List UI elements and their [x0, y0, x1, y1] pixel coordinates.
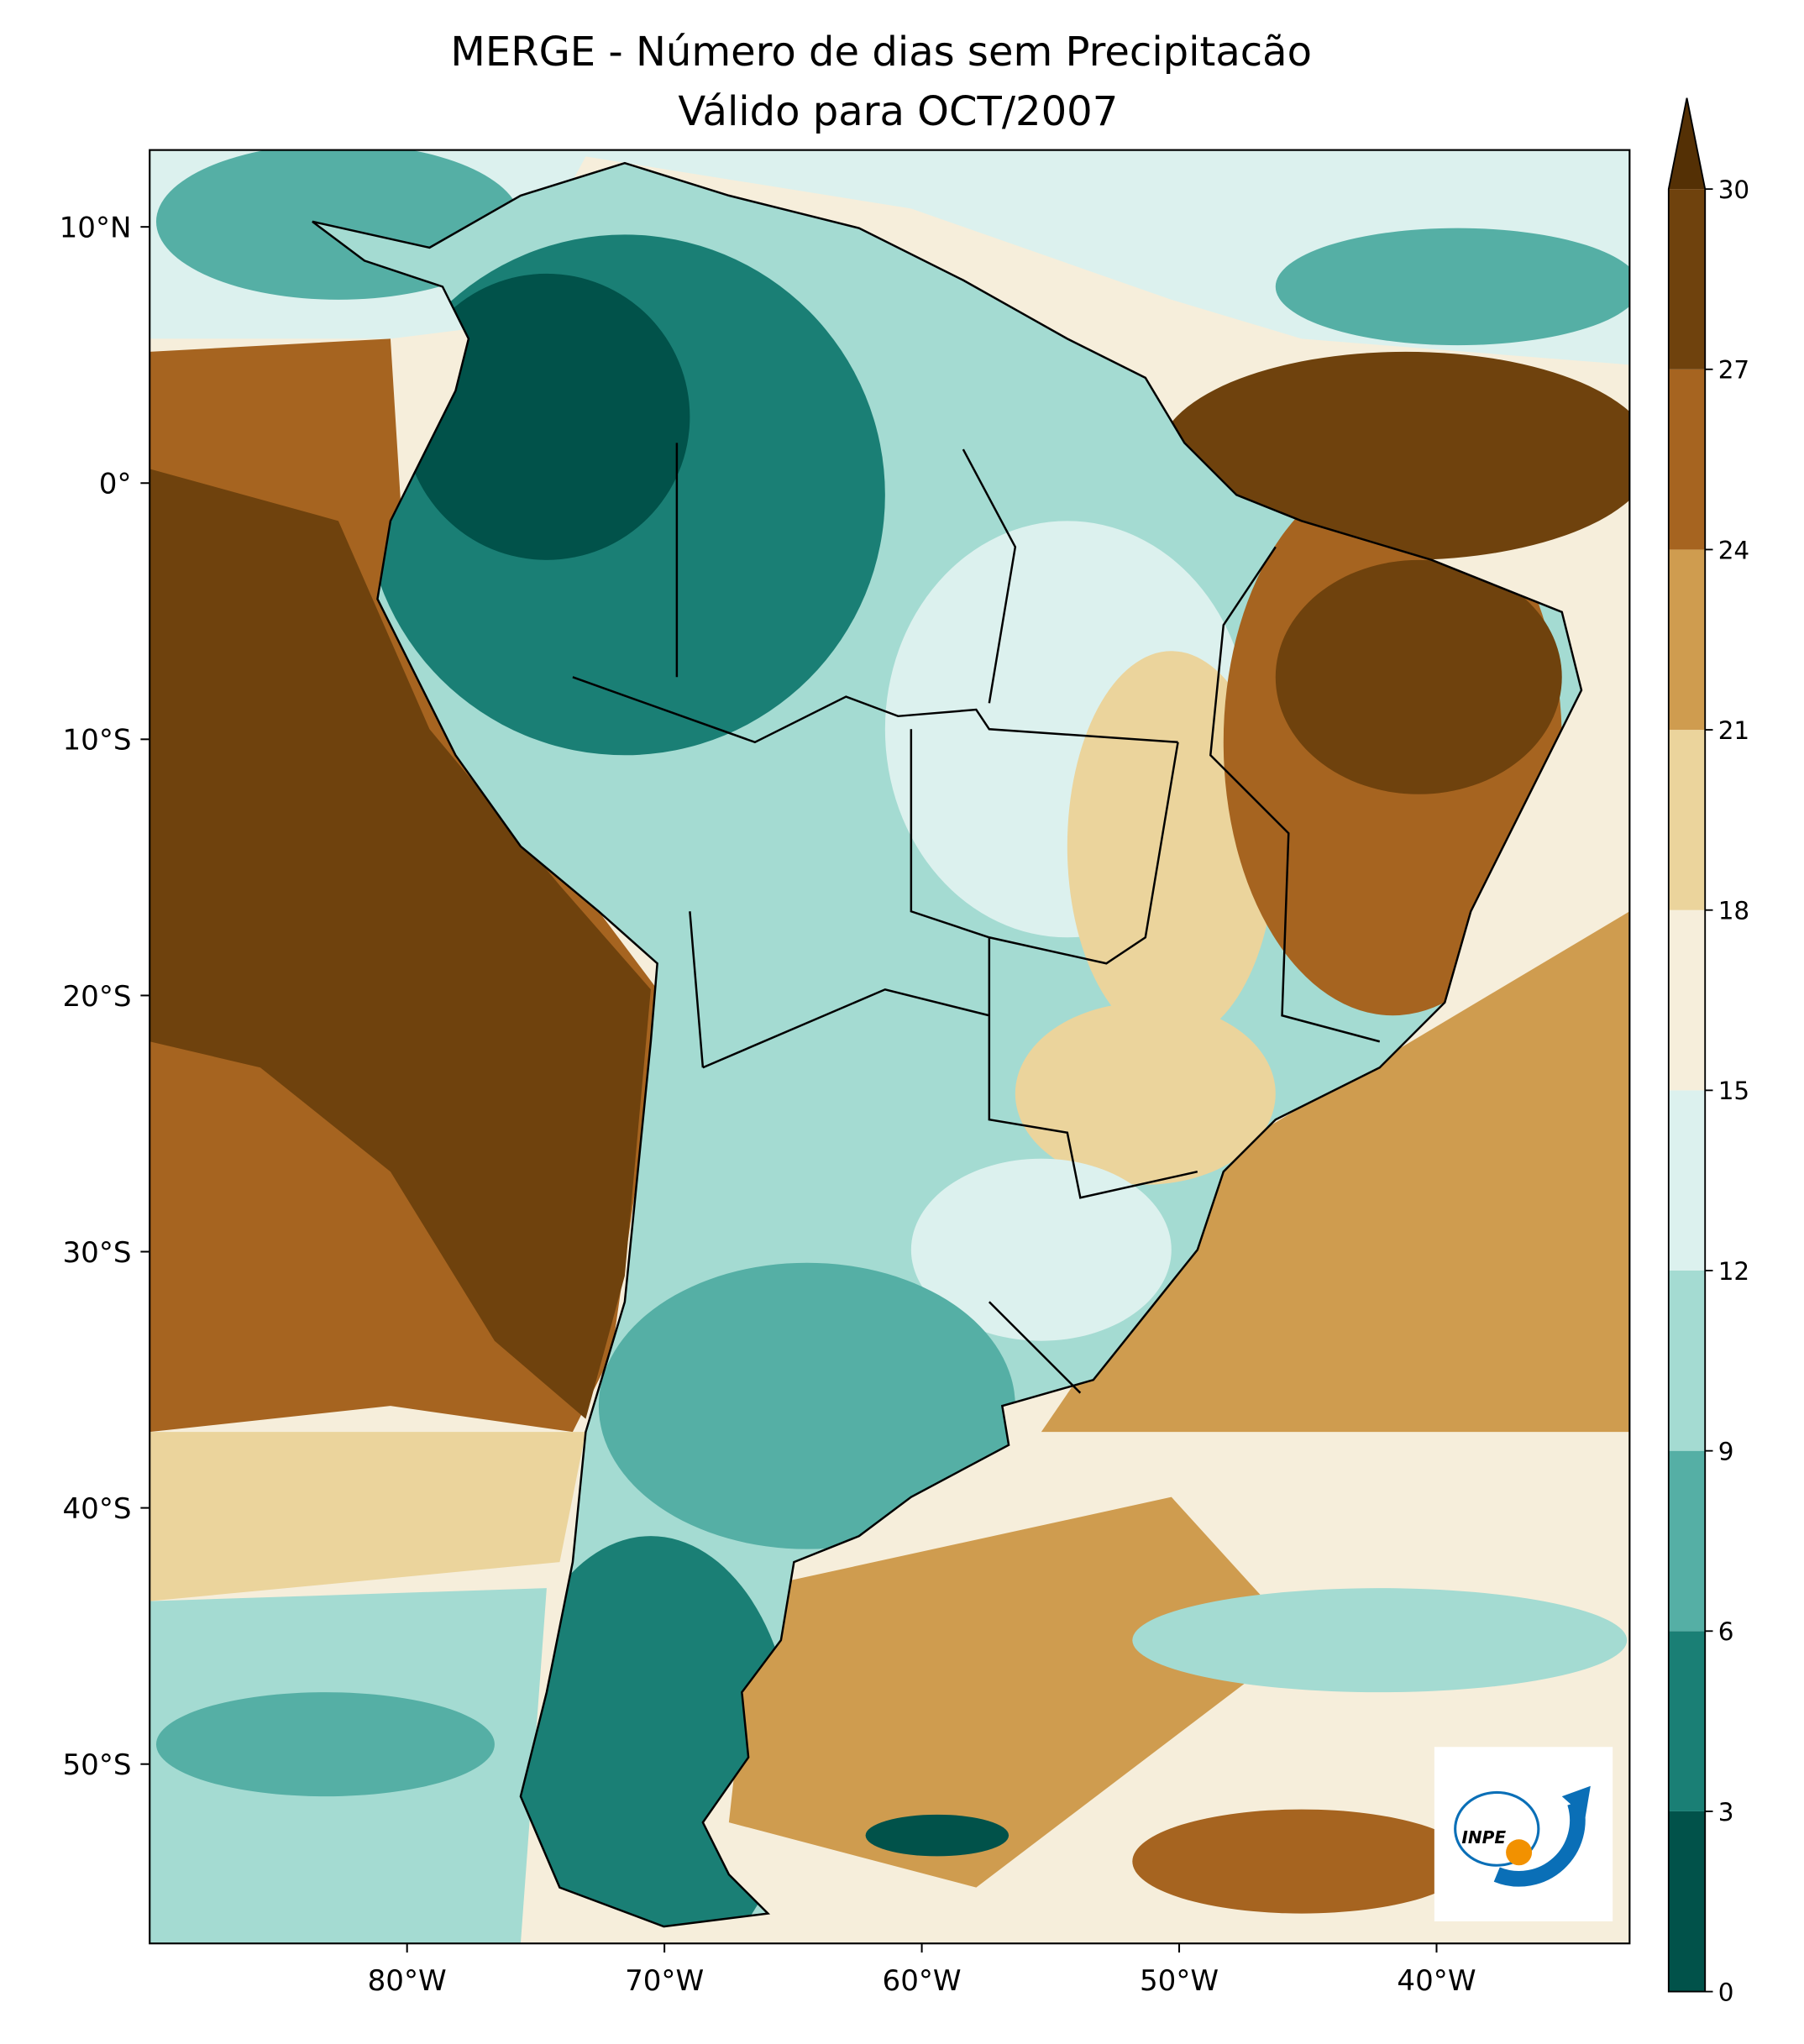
- field-patch: [155, 1692, 495, 1797]
- colorbar-tick-label: 21: [1718, 716, 1749, 745]
- title-line: Válido para OCT/2007: [678, 88, 1118, 135]
- x-tick-label: 80°W: [368, 1964, 447, 1998]
- field-patch: [1275, 559, 1562, 794]
- colorbar-extend: [1668, 97, 1706, 190]
- logo-text: INPE: [1461, 1827, 1506, 1847]
- colorbar-segment: [1668, 909, 1706, 1091]
- field-patch: [149, 1432, 586, 1601]
- map-field: [149, 149, 1630, 1944]
- colorbar-tick-label: 3: [1718, 1798, 1734, 1826]
- colorbar-tick-label: 27: [1718, 356, 1749, 385]
- x-tick-label: 70°W: [625, 1964, 704, 1998]
- field-patch: [598, 1262, 1015, 1549]
- colorbar-outline: [1667, 97, 1707, 1993]
- y-tick-label: 10°S: [62, 724, 131, 757]
- field-patch: [1132, 1588, 1628, 1693]
- field-patch: [1158, 351, 1630, 560]
- field-patch: [1132, 1809, 1471, 1914]
- field-patch: [865, 1814, 1010, 1857]
- y-tick-label: 0°: [99, 468, 132, 501]
- field-patch: [1275, 228, 1630, 346]
- y-tick-label: 20°S: [62, 980, 131, 1014]
- field-patch: [1041, 911, 1630, 1433]
- field-patch: [403, 273, 690, 560]
- colorbar-tick-label: 0: [1718, 1978, 1734, 2006]
- x-tick-label: 50°W: [1140, 1964, 1219, 1998]
- y-tick-label: 10°N: [60, 212, 132, 245]
- colorbar-tick-label: 24: [1718, 536, 1749, 564]
- y-tick-label: 40°S: [62, 1492, 131, 1526]
- colorbar-segment: [1668, 1271, 1706, 1451]
- colorbar-tick-label: 6: [1718, 1617, 1734, 1646]
- field-patch: [149, 469, 651, 1419]
- field-patch: [1067, 651, 1276, 1042]
- logo-ring: [1454, 1790, 1540, 1867]
- colorbar-segment: [1668, 369, 1706, 550]
- title-line: MERGE - Número de dias sem Precipitacão: [450, 29, 1312, 76]
- logo-dot: [1506, 1839, 1533, 1866]
- colorbar-segment: [1668, 1090, 1706, 1271]
- colorbar-segment: [1668, 1631, 1706, 1811]
- colorbar-tick-label: 15: [1718, 1077, 1749, 1105]
- colorbar-tick-label: 12: [1718, 1257, 1749, 1286]
- field-patch: [728, 1496, 1302, 1888]
- field-patch: [910, 1158, 1172, 1341]
- axes: 80°W 70°W 60°W 50°W 40°W 10°N 0° 10°S 20°S 30°S 40…: [60, 97, 1749, 2006]
- y-tick-label: 30°S: [62, 1236, 131, 1270]
- logo-arc: [1493, 1800, 1586, 1887]
- field-patch: [507, 1536, 794, 1927]
- field-patch: [1015, 1002, 1276, 1185]
- x-tick-label: 40°W: [1397, 1964, 1476, 1998]
- border-line: [572, 443, 1381, 1394]
- map-frame: [149, 149, 1631, 1945]
- colorbar-segment: [1668, 189, 1706, 369]
- colorbar-segment: [1668, 1811, 1706, 1992]
- colorbar-segment: [1668, 549, 1706, 731]
- colorbar-tick-label: 18: [1718, 897, 1749, 925]
- colorbar-tick-label: 30: [1718, 176, 1749, 204]
- y-tick-label: 50°S: [62, 1748, 131, 1782]
- x-tick-label: 60°W: [883, 1964, 962, 1998]
- colorbar-tick-label: 9: [1718, 1438, 1734, 1466]
- logo: INPE: [1434, 1747, 1613, 1921]
- colorbar-segment: [1668, 730, 1706, 910]
- colorbar-segment: [1668, 1450, 1706, 1632]
